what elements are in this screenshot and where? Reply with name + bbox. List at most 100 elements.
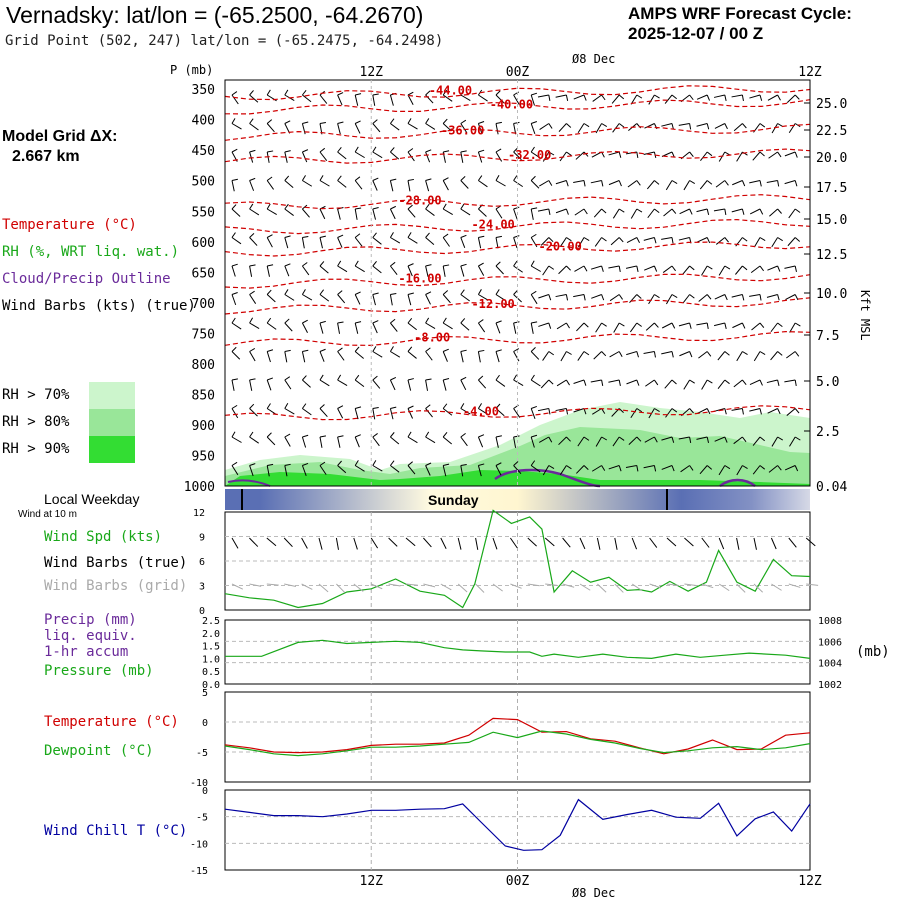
wind-barb bbox=[284, 208, 294, 216]
wind-barb bbox=[530, 208, 534, 220]
wind-barb-flag bbox=[531, 92, 538, 96]
wind-barb bbox=[231, 351, 241, 360]
wind-barb bbox=[752, 436, 761, 446]
wind-barb-flag bbox=[231, 404, 238, 409]
wind-barb-flag bbox=[390, 406, 397, 409]
wind-barb bbox=[753, 237, 761, 248]
wind-barb bbox=[731, 294, 743, 298]
wind-barb bbox=[231, 379, 235, 391]
wind-barb-flag bbox=[407, 148, 414, 153]
wind-barb bbox=[648, 94, 655, 105]
wind-barb bbox=[354, 265, 365, 273]
isotherm-label: -36.00 bbox=[441, 124, 484, 138]
legend-cloud: Cloud/Precip Outline bbox=[2, 271, 171, 287]
wind-barb bbox=[577, 123, 585, 134]
wind-barb bbox=[442, 408, 453, 416]
wind-barb-flag bbox=[566, 123, 572, 128]
wind-barb-flag bbox=[653, 465, 657, 472]
wind-barb bbox=[558, 265, 567, 275]
wind-barb-flag bbox=[671, 208, 677, 214]
wind-barb bbox=[407, 294, 412, 306]
isotherm-label: -8.00 bbox=[414, 331, 450, 345]
surface-wind-barb bbox=[440, 537, 447, 549]
wind-barb bbox=[266, 151, 270, 163]
wind-barb-flag bbox=[636, 94, 643, 99]
wind-barb-flag bbox=[460, 463, 467, 466]
wind-barb bbox=[626, 237, 638, 244]
wind-barb-flag bbox=[689, 151, 694, 157]
temperature-label: Temperature (°C) bbox=[44, 714, 179, 730]
pressure-tick-label: 850 bbox=[192, 388, 215, 403]
wind-barb-flag bbox=[671, 322, 676, 329]
cloud-outline-3 bbox=[227, 479, 271, 487]
wind-barb bbox=[767, 265, 778, 271]
station-latlon: lat/lon = (-65.2500, -64.2670) bbox=[126, 2, 424, 28]
wind-barb-flag bbox=[583, 265, 588, 272]
wind-barb-flag bbox=[266, 89, 271, 96]
wind-barb bbox=[442, 379, 447, 391]
wind-barb-flag bbox=[337, 146, 342, 153]
wind-barb bbox=[337, 322, 341, 334]
wind-barb-flag bbox=[354, 176, 361, 181]
wind-barb-flag bbox=[618, 237, 624, 243]
grid-wind-barb bbox=[266, 583, 279, 586]
wind-barb-flag bbox=[671, 351, 674, 358]
grid-wind-barb bbox=[631, 583, 643, 592]
wind-barb bbox=[644, 436, 655, 443]
wind-barb bbox=[302, 208, 310, 218]
wind-barb bbox=[354, 94, 359, 106]
wind-barb-flag bbox=[636, 465, 639, 472]
wind-barb bbox=[698, 351, 708, 359]
wind-barb-flag bbox=[425, 149, 432, 153]
wind-barb bbox=[495, 465, 502, 476]
wind-barb bbox=[540, 237, 550, 246]
precip-tick-label: 0.0 bbox=[202, 680, 220, 691]
wind-barb-flag bbox=[565, 379, 570, 386]
wind-barb bbox=[266, 265, 270, 277]
surface-wind-barb bbox=[753, 537, 757, 550]
wind-barb-flag bbox=[777, 351, 783, 356]
wind-barb bbox=[784, 379, 796, 383]
isotherm-label: -32.00 bbox=[508, 148, 551, 162]
wind-barb-flag bbox=[777, 294, 780, 301]
wind-barb bbox=[542, 265, 550, 276]
grid-wind-barb bbox=[249, 583, 262, 587]
wind-barb-flag bbox=[284, 263, 291, 267]
wind-barb bbox=[249, 237, 258, 246]
wind-barb-flag bbox=[319, 261, 325, 267]
wind-barb bbox=[530, 265, 541, 272]
wind-barbs-grid-label: Wind Barbs (grid) bbox=[44, 578, 188, 594]
wind-barb bbox=[442, 294, 451, 304]
wind-barb-flag bbox=[671, 294, 678, 298]
wind-barb bbox=[301, 351, 306, 363]
wind-barb-flag bbox=[794, 408, 800, 414]
wind-barb-flag bbox=[302, 375, 307, 381]
wind-chill-line bbox=[224, 798, 811, 851]
wind-barb bbox=[542, 465, 550, 476]
wind-barb-flag bbox=[636, 351, 639, 358]
wind-barb-flag bbox=[618, 151, 622, 158]
wind-barb-flag bbox=[706, 208, 710, 215]
wind-barb bbox=[266, 294, 276, 303]
wind-barb-flag bbox=[460, 263, 467, 267]
wind-barb bbox=[407, 123, 418, 130]
wind-barb bbox=[301, 237, 305, 249]
wind-barb-flag bbox=[583, 123, 590, 128]
wind-barb-flag bbox=[565, 294, 569, 301]
wind-barb-flag bbox=[618, 294, 623, 300]
wind-barb bbox=[478, 180, 488, 188]
wind-barb-flag bbox=[583, 208, 588, 215]
wind-barb bbox=[425, 322, 436, 330]
wind-barb-flag bbox=[425, 317, 430, 324]
wind-barb bbox=[249, 208, 260, 216]
wind-barb bbox=[648, 294, 655, 305]
wind-barb-flag bbox=[355, 406, 362, 409]
wind-barb bbox=[751, 322, 761, 331]
wind-barb bbox=[555, 94, 567, 98]
wind-barb-flag bbox=[548, 465, 555, 469]
wind-barb bbox=[679, 351, 690, 357]
wind-barb bbox=[696, 322, 708, 326]
wind-barb bbox=[513, 151, 522, 161]
pressure-tick-label: 550 bbox=[192, 205, 215, 220]
wind-barb-flag bbox=[724, 180, 729, 186]
